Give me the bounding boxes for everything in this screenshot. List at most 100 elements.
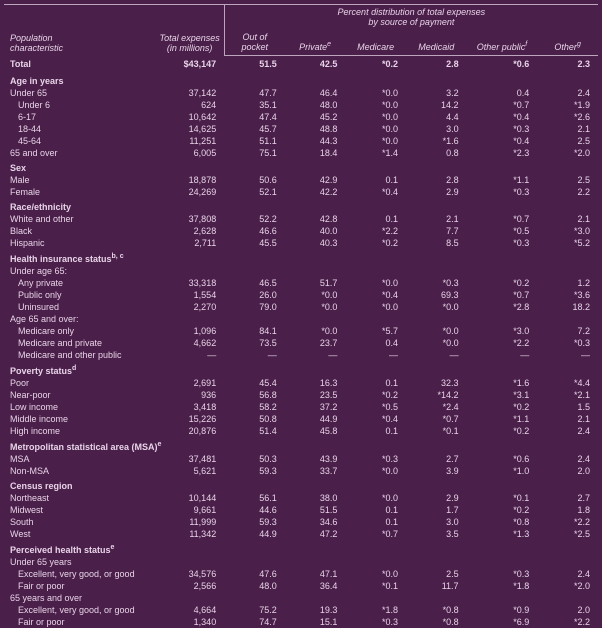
cell-value: 2.5: [537, 174, 598, 186]
cell-value: 52.1: [224, 186, 285, 198]
row-label: Poverty statusd: [4, 361, 156, 377]
row-label: 6-17: [4, 111, 156, 123]
cell-value: [537, 198, 598, 213]
cell-value: 11,342: [156, 528, 225, 540]
cell-value: *2.6: [537, 111, 598, 123]
cell-value: 35.1: [224, 99, 285, 111]
cell-value: 45.2: [285, 111, 346, 123]
row-label: Excellent, very good, or good: [4, 568, 156, 580]
table-row: Male18,87850.642.90.12.8*1.12.5: [4, 174, 598, 186]
cell-value: [537, 592, 598, 604]
table-header: Population characteristic Total expenses…: [4, 5, 598, 56]
cell-value: 0.1: [345, 174, 406, 186]
row-label: High income: [4, 425, 156, 437]
cell-value: 11,999: [156, 516, 225, 528]
cell-value: 36.4: [285, 580, 346, 592]
table-row: MSA37,48150.343.9*0.32.7*0.62.4: [4, 453, 598, 465]
cell-value: [285, 72, 346, 87]
row-label: Hispanic: [4, 237, 156, 249]
cell-value: 45.7: [224, 123, 285, 135]
cell-value: *0.3: [345, 453, 406, 465]
cell-value: 7.7: [406, 225, 467, 237]
table-row: Under 65 years: [4, 556, 598, 568]
cell-value: 1,340: [156, 616, 225, 628]
cell-value: 45.4: [224, 377, 285, 389]
cell-value: [345, 265, 406, 277]
cell-value: [156, 72, 225, 87]
cell-value: [156, 592, 225, 604]
cell-value: 2.5: [406, 568, 467, 580]
cell-value: [537, 540, 598, 556]
cell-value: *2.2: [467, 337, 538, 349]
cell-value: *0.1: [467, 492, 538, 504]
cell-value: 624: [156, 99, 225, 111]
cell-value: *0.6: [467, 453, 538, 465]
cell-value: *2.8: [467, 301, 538, 313]
cell-value: 2.4: [537, 568, 598, 580]
cell-value: 47.7: [224, 87, 285, 99]
col-medicaid: Medicaid: [406, 29, 467, 56]
cell-value: 5,621: [156, 465, 225, 477]
cell-value: 51.1: [224, 135, 285, 147]
cell-value: [156, 159, 225, 174]
cell-value: —: [285, 349, 346, 361]
cell-value: 2,566: [156, 580, 225, 592]
cell-value: *3.0: [537, 225, 598, 237]
cell-value: 3.2: [406, 87, 467, 99]
cell-value: 24,269: [156, 186, 225, 198]
cell-value: [537, 556, 598, 568]
cell-value: 2,691: [156, 377, 225, 389]
cell-value: 69.3: [406, 289, 467, 301]
cell-value: [156, 477, 225, 492]
cell-value: *2.1: [537, 389, 598, 401]
table-row: Middle income15,22650.844.9*0.4*0.7*1.12…: [4, 413, 598, 425]
cell-value: 1.8: [537, 504, 598, 516]
cell-value: 44.9: [285, 413, 346, 425]
cell-value: 2.2: [537, 186, 598, 198]
table-row: Sex: [4, 159, 598, 174]
cell-value: [345, 249, 406, 265]
row-label: White and other: [4, 213, 156, 225]
cell-value: [467, 72, 538, 87]
cell-value: *0.6: [467, 56, 538, 73]
cell-value: *0.8: [467, 516, 538, 528]
table-row: Fair or poor2,56648.036.4*0.111.7*1.8*2.…: [4, 580, 598, 592]
cell-value: 11,251: [156, 135, 225, 147]
cell-value: *0.8: [406, 604, 467, 616]
cell-value: *2.2: [345, 225, 406, 237]
cell-value: 46.5: [224, 277, 285, 289]
cell-value: 10,642: [156, 111, 225, 123]
cell-value: 48.8: [285, 123, 346, 135]
col-other: Otherg: [537, 29, 598, 56]
cell-value: [224, 540, 285, 556]
table-row: Public only1,55426.0*0.0*0.469.3*0.7*3.6: [4, 289, 598, 301]
row-label: Under 6: [4, 99, 156, 111]
cell-value: 23.5: [285, 389, 346, 401]
cell-value: 50.8: [224, 413, 285, 425]
cell-value: 20,876: [156, 425, 225, 437]
cell-value: 2.1: [406, 213, 467, 225]
cell-value: [224, 592, 285, 604]
cell-value: —: [345, 349, 406, 361]
cell-value: 2.4: [537, 425, 598, 437]
cell-value: 40.3: [285, 237, 346, 249]
cell-value: 2,628: [156, 225, 225, 237]
cell-value: *1.6: [406, 135, 467, 147]
col-span-distribution: Percent distribution of total expenses b…: [224, 5, 598, 30]
cell-value: 79.0: [224, 301, 285, 313]
table-row: Excellent, very good, or good4,66475.219…: [4, 604, 598, 616]
cell-value: [156, 265, 225, 277]
table-row: White and other37,80852.242.80.12.1*0.72…: [4, 213, 598, 225]
cell-value: *0.3: [345, 616, 406, 628]
cell-value: —: [224, 349, 285, 361]
cell-value: *5.7: [345, 325, 406, 337]
cell-value: *0.7: [467, 289, 538, 301]
cell-value: [467, 592, 538, 604]
cell-value: *2.5: [537, 528, 598, 540]
cell-value: *2.0: [537, 580, 598, 592]
row-label: Middle income: [4, 413, 156, 425]
cell-value: [537, 361, 598, 377]
cell-value: 50.6: [224, 174, 285, 186]
cell-value: *0.7: [467, 213, 538, 225]
cell-value: 1,096: [156, 325, 225, 337]
